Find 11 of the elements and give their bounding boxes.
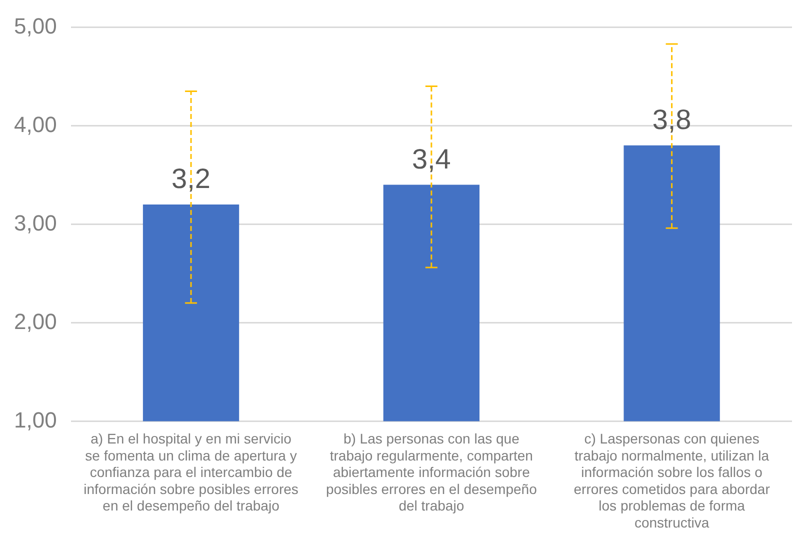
x-tick-label: c) Laspersonas con quienes trabajo normalmente, utilizan la información sobre los fallos o errores cometidos para abordar los problemas de forma constructiva <box>574 430 770 530</box>
y-tick-label: 3,00 <box>14 210 57 236</box>
x-tick-label: b) Las personas con las que trabajo regularmente, comparten abiertamente información sobre posibles errores en el desempeño del trabajo <box>326 430 538 514</box>
data-label: 3,8 <box>652 104 692 136</box>
data-label: 3,4 <box>412 144 451 175</box>
data-label: 3,2 <box>172 163 210 194</box>
y-tick-label: 5,00 <box>14 13 57 38</box>
x-tick-label: a) En el hospital y en mi servicio se fomenta un clima de apertura y confianza para el intercambio de información sobre posibles errores en el desempeño del trabajo <box>84 430 298 514</box>
y-tick-label: 1,00 <box>14 407 57 432</box>
y-tick-label: 2,00 <box>14 308 57 334</box>
y-tick-label: 4,00 <box>14 112 57 137</box>
